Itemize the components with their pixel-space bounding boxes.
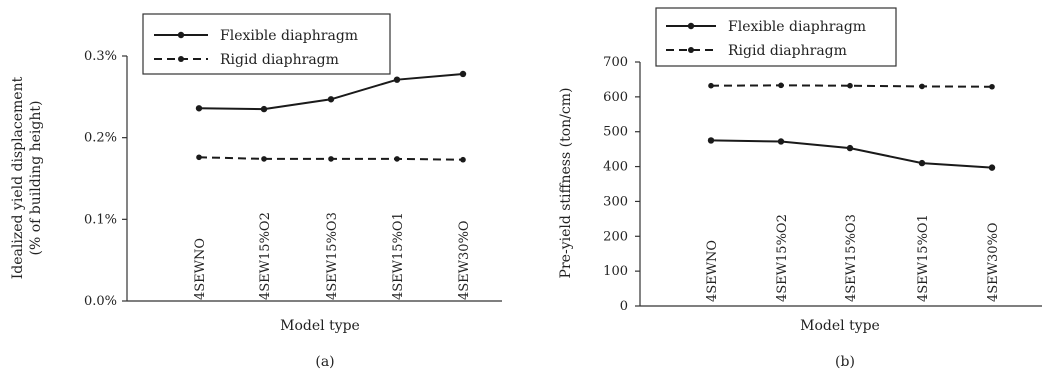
y-tick-label: 0.3% [84, 49, 117, 64]
legend: Flexible diaphragm Rigid diaphragm [655, 7, 897, 67]
y-tick-label: 0.1% [84, 212, 117, 227]
data-point [988, 164, 996, 171]
data-point [393, 76, 401, 83]
y-tick-label: 300 [603, 194, 628, 209]
series-line-flexible [198, 72, 464, 111]
y-tick-label: 100 [603, 264, 628, 279]
data-point [918, 159, 926, 167]
y-tick-labels: 0 100 200 300 400 500 600 700 [603, 55, 640, 314]
y-axis-label: Pre-yield stiffness (ton/cm) [558, 88, 574, 279]
series-line-rigid [710, 84, 993, 88]
y-tick-label: 700 [603, 55, 628, 70]
y-tick-label: 400 [603, 160, 628, 175]
y-tick-label: 600 [603, 90, 628, 105]
y-tick-label: 0.0% [84, 294, 117, 309]
x-tick-label: 4SEW15%O1 [916, 214, 931, 302]
data-point [327, 96, 335, 103]
legend-label-rigid: Rigid diaphragm [220, 52, 339, 68]
panel-caption: (b) [835, 354, 855, 370]
legend-marker-rigid [688, 47, 694, 53]
y-tick-labels: 0.0% 0.1% 0.2% 0.3% [84, 49, 127, 309]
x-tick-label: 4SEW15%O3 [844, 214, 859, 302]
x-tick-label: 4SEW15%O3 [325, 212, 340, 300]
x-tick-label: 4SEW30%O [457, 220, 472, 300]
x-tick-label: 4SEW15%O1 [391, 212, 406, 300]
data-point [394, 156, 400, 162]
series-line-flexible [710, 139, 993, 169]
data-point [260, 105, 268, 113]
legend-marker-flexible [177, 31, 185, 39]
x-tick-labels: 4SEWNO 4SEW15%O2 4SEW15%O3 4SEW15%O1 4SEW30%… [705, 214, 1001, 302]
legend: Flexible diaphragm Rigid diaphragm [142, 13, 391, 75]
data-point [261, 156, 267, 162]
y-axis-label: Idealized yield displacement [10, 76, 26, 279]
y-axis-label-line2: (% of building height) [28, 101, 44, 256]
data-point [778, 82, 784, 89]
x-tick-label: 4SEW15%O2 [258, 212, 273, 300]
series-group [707, 82, 996, 171]
data-point [989, 83, 995, 90]
x-tick-label: 4SEW30%O [986, 222, 1001, 302]
chart-panel-a: 0.0% 0.1% 0.2% 0.3% 4SEWNO 4SEW15%O2 4SEW15%O… [10, 13, 502, 370]
y-tick-label: 0.2% [84, 131, 117, 146]
data-point [919, 83, 925, 90]
data-point [459, 70, 467, 78]
data-point [328, 156, 334, 162]
data-point [707, 137, 715, 144]
legend-label-flexible: Flexible diaphragm [728, 19, 866, 35]
x-tick-label: 4SEW15%O2 [775, 214, 790, 302]
x-tick-label: 4SEWNO [193, 238, 208, 300]
data-point [196, 154, 202, 161]
data-point [846, 144, 854, 152]
y-tick-label: 0 [620, 299, 628, 314]
x-axis-label: Model type [280, 318, 360, 334]
data-point [847, 82, 853, 89]
legend-box [655, 7, 897, 67]
legend-marker-flexible [687, 22, 695, 30]
x-axis-label: Model type [800, 318, 880, 334]
data-point [460, 156, 466, 163]
series-group [195, 70, 467, 163]
legend-label-flexible: Flexible diaphragm [220, 28, 358, 44]
legend-marker-rigid [178, 56, 184, 62]
data-point [195, 105, 203, 112]
y-tick-label: 500 [603, 125, 628, 140]
panel-caption: (a) [315, 354, 334, 370]
x-tick-labels: 4SEWNO 4SEW15%O2 4SEW15%O3 4SEW15%O1 4SEW30%… [193, 212, 472, 300]
y-tick-label: 200 [603, 229, 628, 244]
x-tick-label: 4SEWNO [705, 240, 720, 302]
data-point [777, 138, 785, 145]
data-point [708, 82, 714, 89]
legend-label-rigid: Rigid diaphragm [728, 43, 847, 59]
legend-box [142, 13, 391, 75]
